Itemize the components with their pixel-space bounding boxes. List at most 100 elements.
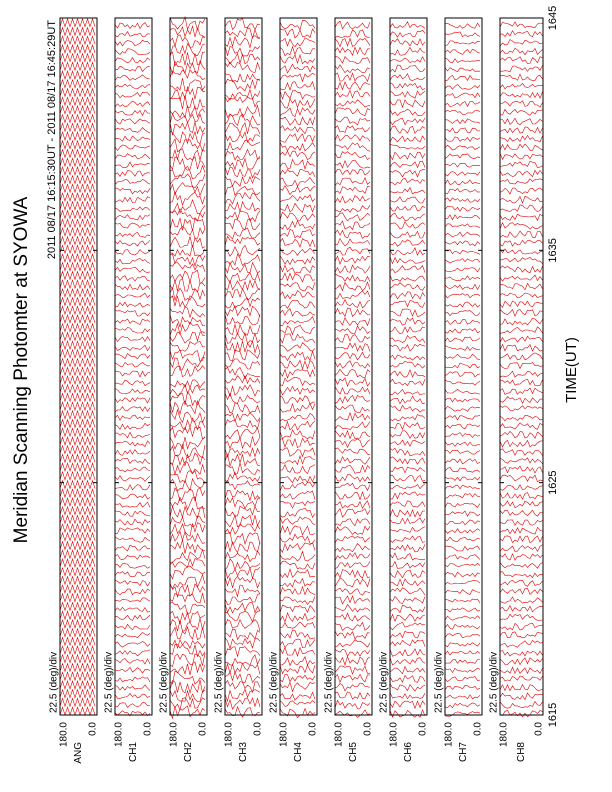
trace [334, 621, 371, 632]
trace [389, 578, 426, 587]
trace [389, 29, 426, 38]
trace [389, 439, 426, 447]
trace [59, 505, 96, 516]
trace [114, 232, 151, 238]
trace [499, 317, 543, 326]
trace [334, 299, 371, 309]
trace [444, 667, 481, 674]
trace [59, 357, 96, 368]
trace [169, 583, 206, 599]
trace [224, 670, 261, 684]
trace [334, 151, 371, 160]
trace [389, 46, 426, 56]
trace [444, 684, 481, 691]
trace [114, 563, 151, 569]
trace [389, 491, 426, 500]
trace [59, 192, 96, 202]
trace [279, 141, 316, 152]
panel-frame [499, 17, 544, 716]
trace [169, 477, 206, 492]
trace [59, 523, 96, 533]
trace [444, 615, 481, 621]
trace [389, 569, 426, 579]
trace [334, 37, 371, 48]
trace [169, 60, 206, 75]
trace [499, 222, 543, 230]
trace [389, 21, 426, 29]
trace [334, 99, 371, 108]
trace [444, 607, 481, 613]
trace [389, 265, 426, 274]
trace [169, 148, 206, 161]
trace [224, 697, 261, 710]
trace [389, 500, 426, 508]
trace [169, 173, 206, 189]
trace [334, 377, 371, 387]
trace [444, 493, 481, 499]
trace [444, 118, 481, 125]
trace [169, 182, 206, 197]
trace [444, 449, 481, 455]
trace [334, 351, 371, 361]
trace [389, 143, 426, 150]
trace [499, 666, 543, 675]
trace [279, 247, 316, 256]
trace [169, 592, 206, 604]
trace [389, 483, 426, 490]
scale-label: 22.5 (deg)/div [269, 652, 280, 713]
trace [444, 562, 481, 568]
trace [224, 349, 261, 362]
y-tick-label: 0.0 [88, 722, 99, 736]
trace [499, 335, 543, 343]
trace [169, 15, 206, 31]
trace [224, 288, 261, 301]
trace [114, 301, 151, 308]
trace [224, 191, 261, 205]
trace [499, 430, 543, 439]
trace [59, 314, 96, 324]
trace [169, 42, 206, 57]
trace [169, 295, 206, 308]
trace [279, 447, 316, 458]
trace [224, 314, 261, 326]
trace [499, 396, 543, 404]
trace [169, 365, 206, 378]
trace [279, 500, 316, 509]
trace [444, 163, 480, 168]
trace [499, 535, 543, 544]
trace [224, 358, 261, 370]
trace [334, 474, 371, 483]
trace [389, 160, 426, 169]
trace [334, 542, 371, 553]
trace [59, 444, 96, 455]
trace [444, 67, 481, 73]
trace [279, 359, 316, 370]
trace [59, 375, 96, 385]
trace [224, 78, 261, 92]
trace [444, 109, 481, 115]
trace [224, 575, 261, 589]
trace [114, 327, 151, 334]
trace [334, 411, 371, 422]
trace [389, 308, 426, 317]
trace [114, 266, 151, 273]
trace [279, 508, 316, 518]
trace [334, 134, 371, 142]
trace [169, 573, 206, 589]
trace [279, 681, 316, 693]
trace [499, 500, 543, 508]
trace [335, 612, 371, 622]
panel-label: CH4 [293, 742, 304, 762]
trace [389, 552, 426, 561]
trace [169, 391, 206, 407]
panel-frame [59, 17, 98, 716]
trace [279, 133, 316, 143]
trace [444, 240, 481, 247]
trace [169, 626, 206, 641]
trace [169, 539, 206, 554]
trace [279, 290, 316, 300]
trace [334, 709, 371, 718]
trace [389, 196, 426, 204]
chart: Meridian Scanning Photomter at SYOWA 201… [11, 6, 580, 764]
trace [279, 194, 316, 203]
